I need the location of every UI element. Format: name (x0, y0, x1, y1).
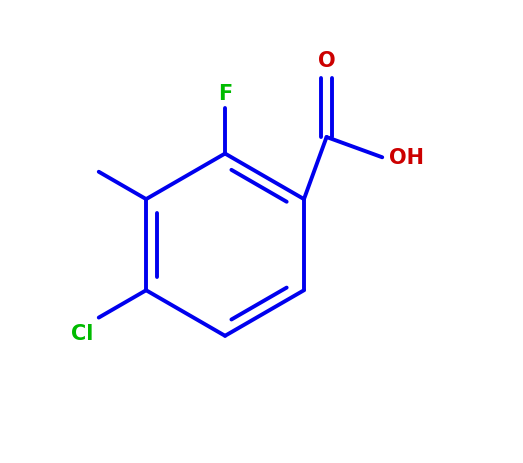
Text: O: O (318, 50, 335, 70)
Text: OH: OH (389, 148, 424, 168)
Text: Cl: Cl (71, 323, 93, 343)
Text: F: F (218, 83, 232, 103)
